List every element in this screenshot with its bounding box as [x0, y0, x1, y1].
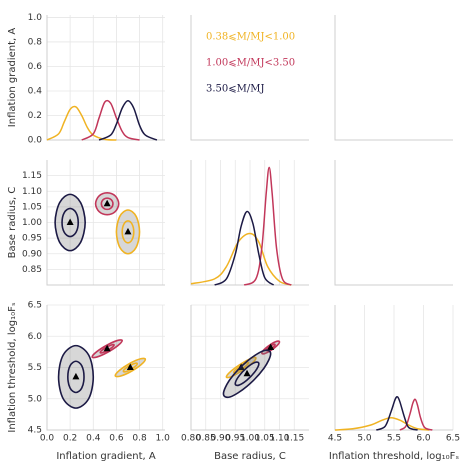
contour — [121, 220, 135, 244]
y-tick-label: 0.85 — [22, 265, 42, 275]
panel-frame — [190, 305, 309, 431]
x-tick-label: 1.10 — [269, 434, 289, 444]
x-axis-label: Inflation gradient, A — [56, 451, 156, 462]
y-tick-label: 6.0 — [28, 332, 43, 342]
y-tick-label: 0.0 — [28, 136, 43, 146]
x-tick-label: 0.4 — [86, 434, 101, 444]
legend-label: 0.38⩽M/MJ<1.00 — [206, 32, 295, 43]
y-tick-label: 0.90 — [22, 249, 42, 259]
panel-frame — [334, 160, 453, 286]
panel-frame — [46, 160, 165, 286]
contour — [61, 207, 80, 238]
legend-label: 3.50⩽M/MJ — [206, 84, 265, 95]
x-tick-label: 0.6 — [109, 434, 124, 444]
y-tick-label: 1.05 — [22, 202, 42, 212]
contour — [122, 362, 139, 373]
x-tick-label: 1.05 — [255, 434, 275, 444]
x-axis-label: Inflation threshold, log₁₀Fₛ — [329, 451, 460, 462]
x-tick-label: 0.95 — [225, 434, 245, 444]
x-tick-label: 0.85 — [196, 434, 216, 444]
y-tick-label: 4.5 — [28, 426, 42, 436]
y-axis-label: Inflation gradient, A — [7, 28, 18, 128]
contour — [234, 361, 260, 387]
marginal-curve — [243, 166, 292, 286]
y-tick-label: 1.10 — [22, 187, 42, 197]
marginal-curve — [190, 232, 292, 286]
y-tick-label: 0.95 — [22, 234, 42, 244]
x-tick-label: 0.2 — [63, 434, 77, 444]
x-tick-label: 5.5 — [387, 434, 401, 444]
median-marker — [103, 344, 111, 352]
x-tick-label: 1.0 — [156, 434, 171, 444]
legend-label: 1.00⩽M/MJ<3.50 — [206, 58, 295, 69]
x-tick-label: 1.15 — [284, 434, 304, 444]
marginal-curve — [399, 398, 433, 431]
y-tick-label: 1.00 — [22, 218, 42, 228]
x-tick-label: 4.5 — [328, 434, 342, 444]
y-axis-label: Base radius, C — [7, 187, 18, 259]
panel-frame — [334, 15, 453, 141]
contour — [100, 197, 114, 211]
contour — [67, 360, 85, 394]
x-tick-label: 0.8 — [132, 434, 147, 444]
median-marker — [66, 218, 74, 225]
y-tick-label: 1.0 — [28, 13, 43, 23]
x-tick-label: 1.00 — [240, 434, 260, 444]
median-marker — [72, 372, 80, 380]
median-marker — [267, 343, 275, 350]
x-tick-label: 0.90 — [210, 434, 230, 444]
y-tick-label: 0.4 — [28, 86, 43, 96]
x-tick-label: 0.80 — [181, 434, 201, 444]
marginal-curve — [98, 100, 158, 141]
panel-frame — [46, 305, 165, 431]
x-tick-label: 6.5 — [446, 434, 460, 444]
y-tick-label: 1.15 — [22, 171, 42, 181]
median-marker — [243, 369, 251, 377]
x-tick-label: 0.0 — [40, 434, 55, 444]
marginal-curve — [334, 416, 430, 431]
y-tick-label: 5.0 — [28, 394, 43, 404]
panel-frame — [190, 15, 309, 141]
y-tick-label: 0.8 — [28, 37, 43, 47]
median-marker — [103, 199, 111, 207]
x-tick-label: 6.0 — [416, 434, 431, 444]
x-axis-label: Base radius, C — [214, 451, 286, 462]
x-tick-label: 5.0 — [357, 434, 372, 444]
median-marker — [124, 227, 132, 235]
marginal-curve — [376, 396, 418, 431]
y-tick-label: 5.5 — [28, 363, 42, 373]
marginal-curve — [214, 210, 275, 286]
median-marker — [126, 363, 134, 370]
marginal-curve — [46, 105, 117, 141]
panel-frame — [190, 160, 309, 286]
contour — [99, 343, 115, 354]
marginal-curve — [81, 99, 140, 141]
y-tick-label: 6.5 — [28, 301, 42, 311]
y-tick-label: 0.2 — [28, 111, 42, 121]
y-axis-label: Inflation threshold, log₁₀Fₛ — [7, 302, 18, 433]
y-tick-label: 0.6 — [28, 62, 43, 72]
